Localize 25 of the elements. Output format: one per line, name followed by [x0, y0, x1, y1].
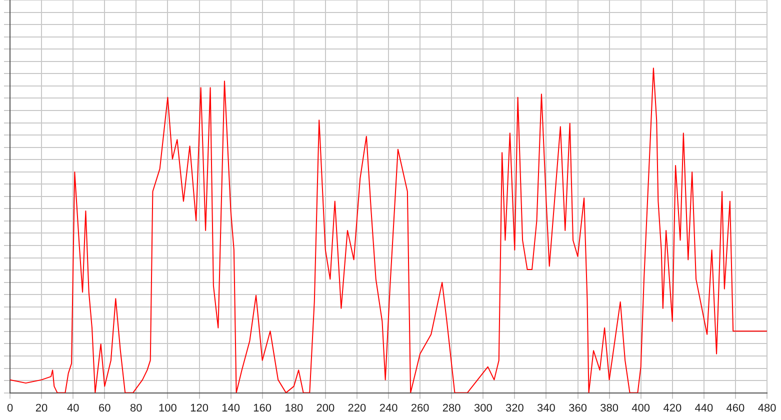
x-tick-label: 480: [758, 402, 776, 414]
x-tick-label: 400: [632, 402, 650, 414]
x-tick-label: 320: [505, 402, 524, 414]
x-tick-label: 0: [6, 402, 14, 414]
x-tick-label: 140: [222, 402, 240, 414]
x-tick-label: 260: [410, 402, 430, 414]
x-tick-label: 360: [568, 402, 587, 414]
x-tick-label: 300: [474, 402, 492, 414]
x-tick-label: 280: [442, 402, 461, 414]
x-tick-label: 420: [663, 402, 682, 414]
x-tick-label: 440: [694, 402, 714, 414]
x-tick-label: 40: [66, 402, 80, 414]
x-tick-label: 120: [190, 402, 208, 414]
x-tick-label: 180: [284, 402, 304, 414]
x-tick-label: 240: [379, 402, 398, 414]
x-tick-label: 80: [130, 402, 142, 414]
x-tick-label: 20: [35, 402, 48, 414]
x-tick-label: 340: [537, 402, 556, 414]
x-tick-label: 60: [98, 402, 111, 414]
x-tick-label: 220: [348, 402, 366, 414]
x-tick-label: 200: [316, 402, 335, 414]
x-tick-label: 380: [600, 402, 618, 414]
x-tick-label: 100: [158, 402, 177, 414]
x-tick-label: 160: [253, 402, 272, 414]
x-tick-label: 460: [726, 402, 745, 414]
